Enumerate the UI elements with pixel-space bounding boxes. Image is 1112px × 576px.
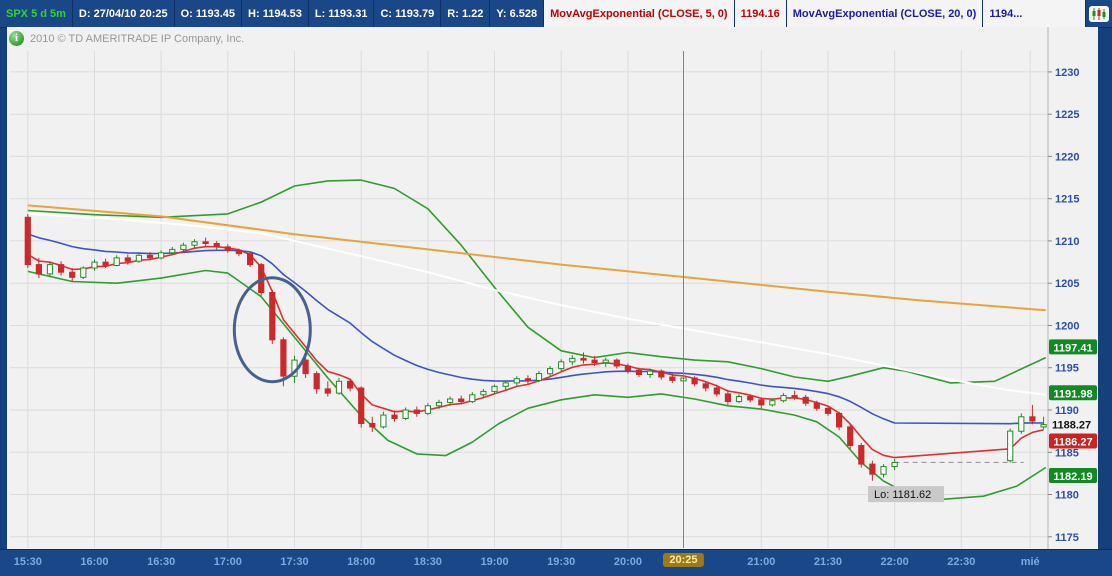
- chart-header: SPX 5 d 5m D: 27/04/10 20:25 O: 1193.45 …: [0, 0, 1112, 28]
- y-axis-label: 1200: [1055, 321, 1079, 333]
- field-open: O: 1193.45: [175, 0, 243, 27]
- time-tick-label: 22:00: [880, 556, 909, 568]
- y-axis-label: 1230: [1055, 67, 1079, 79]
- field-range: R: 1.22: [441, 0, 491, 27]
- y-axis-label: 1205: [1055, 278, 1079, 290]
- time-tick-label: 16:30: [147, 556, 176, 568]
- chart-canvas[interactable]: Lo: 1181.62 1175 1180 1185 1190 1195 1200 1205 1…: [0, 27, 1112, 550]
- study-ema5-label: MovAvgExponential (CLOSE, 5, 0): [544, 0, 735, 27]
- symbol-label: SPX 5 d 5m: [0, 0, 73, 27]
- field-high: H: 1194.53: [242, 0, 309, 27]
- time-tick-label: 17:00: [213, 556, 242, 568]
- study-ema20-value: 1194...: [983, 0, 1086, 27]
- price-bubble: 1186.27: [1049, 433, 1097, 449]
- overlay-bollinger-upper: [27, 179, 1047, 384]
- price-bubble: 1197.41: [1049, 339, 1097, 355]
- overlay-orange-ma: [27, 204, 1046, 312]
- y-axis-label: 1225: [1055, 109, 1079, 121]
- time-tick-label: 18:30: [413, 556, 442, 568]
- svg-text:Lo: 1181.62: Lo: 1181.62: [874, 489, 931, 501]
- overlay-bollinger-lower: [27, 269, 1047, 501]
- time-tick-label: 21:00: [747, 556, 776, 568]
- svg-text:1197.41: 1197.41: [1053, 342, 1092, 354]
- y-axis-label: 1190: [1055, 405, 1079, 417]
- chart-style-button[interactable]: [1086, 0, 1112, 27]
- ellipse-annotation[interactable]: [232, 276, 312, 384]
- price-bubble: 1191.98: [1049, 385, 1097, 401]
- copyright-text: 2010 © TD AMERITRADE IP Company, Inc.: [30, 32, 245, 45]
- y-axis-label: 1210: [1055, 236, 1079, 248]
- study-ema20-label: MovAvgExponential (CLOSE, 20, 0): [786, 0, 984, 27]
- svg-text:1191.98: 1191.98: [1053, 388, 1092, 400]
- time-tick-label: 19:00: [480, 556, 509, 568]
- field-close: C: 1193.79: [374, 0, 442, 27]
- svg-text:1182.19: 1182.19: [1053, 471, 1092, 483]
- price-bubble: 1182.19: [1049, 468, 1097, 483]
- time-tick-label: 18:00: [347, 556, 376, 568]
- y-axis-label: 1175: [1055, 532, 1079, 544]
- info-icon[interactable]: i: [9, 31, 24, 46]
- crosshair-time-bubble: 20:25: [663, 553, 704, 567]
- y-axis-label: 1195: [1055, 363, 1079, 375]
- time-tick-label: 19:30: [547, 556, 576, 568]
- y-axis-label: 1185: [1055, 447, 1079, 459]
- copyright-row: i 2010 © TD AMERITRADE IP Company, Inc.: [9, 31, 244, 46]
- candlestick-chart-icon: [1089, 5, 1109, 22]
- time-tick-label: 17:30: [280, 556, 309, 568]
- time-tick-label: 22:30: [947, 556, 976, 568]
- low-marker: Lo: 1181.62: [868, 486, 944, 503]
- y-axis-label: 1220: [1055, 151, 1079, 163]
- field-low: L: 1193.31: [309, 0, 375, 27]
- y-axis-label: 1180: [1055, 490, 1079, 502]
- study-ema5-value: 1194.16: [734, 0, 787, 27]
- field-y: Y: 6.528: [490, 0, 545, 27]
- time-tick-label: 21:30: [813, 556, 843, 568]
- overlay-white-ma: [27, 212, 1046, 396]
- time-tick-label: 16:00: [80, 556, 109, 568]
- last-price-label: 1188.27: [1052, 420, 1091, 432]
- time-tick-label: 20:00: [613, 556, 642, 568]
- svg-text:1186.27: 1186.27: [1053, 437, 1092, 449]
- field-date: D: 27/04/10 20:25: [73, 0, 175, 27]
- time-tick-label: mié: [1020, 556, 1040, 568]
- time-axis: 15:30 16:00 16:30 17:00 17:30 18:00 18:30 19:00…: [0, 549, 1112, 576]
- chart-region: Lo: 1181.62 1175 1180 1185 1190 1195 1200 1205 1…: [0, 27, 1112, 550]
- y-axis-label: 1215: [1055, 194, 1079, 206]
- time-tick-label: 15:30: [13, 556, 42, 568]
